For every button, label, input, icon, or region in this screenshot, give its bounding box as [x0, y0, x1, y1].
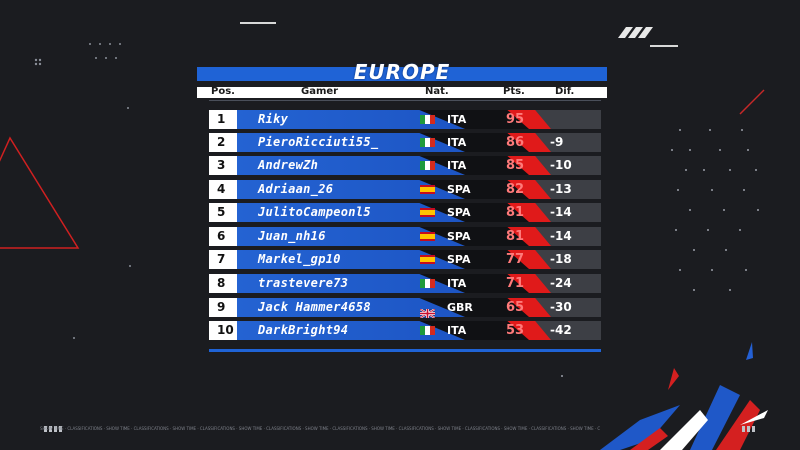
difference: -14	[550, 205, 572, 219]
nationality: GBR	[447, 301, 473, 314]
name-cell	[237, 180, 465, 199]
gamer-name: Adriaan_26	[258, 182, 334, 196]
gamer-name: Markel_gp10	[258, 252, 341, 266]
name-cell	[237, 298, 465, 317]
name-cell	[237, 250, 465, 269]
gamer-name: JulitoCampeonl5	[258, 205, 371, 219]
difference: -9	[550, 135, 564, 149]
nationality: ITA	[447, 277, 467, 290]
nationality: SPA	[447, 230, 471, 243]
dot-grid-left	[34, 43, 131, 339]
table-row: 9 Jack Hammer4658 GBR 65 -30	[209, 298, 601, 319]
gamer-name: DarkBright94	[258, 323, 349, 337]
red-diagonal-line	[739, 89, 765, 115]
gamer-name: PieroRicciuti55_	[258, 135, 379, 149]
nationality: ITA	[447, 159, 467, 172]
difference: -24	[550, 276, 572, 290]
position: 7	[209, 250, 237, 269]
flag-icon	[420, 255, 435, 264]
name-cell	[237, 274, 465, 293]
points: 85	[505, 158, 525, 173]
nationality: SPA	[447, 253, 471, 266]
bottom-right-shards	[600, 342, 768, 450]
difference: -14	[550, 229, 572, 243]
position: 5	[209, 203, 237, 222]
table-bottom-line	[209, 349, 601, 352]
header-gamer: Gamer	[301, 86, 339, 97]
flag-icon	[420, 138, 435, 147]
name-cell	[237, 156, 465, 175]
table-row: 1 Riky ITA 95	[209, 110, 601, 129]
name-cell	[237, 321, 465, 340]
table-row: 2 PieroRicciuti55_ ITA 86 -9	[209, 133, 601, 152]
difference: -42	[550, 323, 572, 337]
table-row: 8 trastevere73 ITA 71 -24	[209, 274, 601, 293]
table-row: 5 JulitoCampeonl5 SPA 81 -14	[209, 203, 601, 222]
name-cell	[237, 227, 465, 246]
ticker-marks	[44, 426, 755, 432]
table-row: 10 DarkBright94 ITA 53 -42	[209, 321, 601, 340]
gamer-name: AndrewZh	[258, 158, 319, 172]
name-cell	[237, 110, 465, 129]
dot-grid-right	[561, 129, 759, 377]
position: 3	[209, 156, 237, 175]
points: 95	[505, 112, 525, 127]
position: 9	[209, 298, 237, 317]
flag-icon	[420, 326, 435, 335]
flag-icon	[420, 185, 435, 194]
table-row: 7 Markel_gp10 SPA 77 -18	[209, 250, 601, 269]
points: 82	[505, 182, 525, 197]
header-divider	[209, 100, 601, 101]
table-row: 3 AndrewZh ITA 85 -10	[209, 156, 601, 175]
nationality: ITA	[447, 324, 467, 337]
flag-icon	[420, 208, 435, 217]
difference: -13	[550, 182, 572, 196]
points: 53	[505, 323, 525, 338]
position: 10	[209, 321, 237, 340]
header-dif: Dif.	[555, 86, 575, 97]
position: 6	[209, 227, 237, 246]
flag-icon	[420, 232, 435, 241]
gamer-name: Juan_nh16	[258, 229, 326, 243]
points: 65	[505, 300, 525, 315]
table-row: 4 Adriaan_26 SPA 82 -13	[209, 180, 601, 199]
points: 77	[505, 252, 525, 267]
header-strip	[197, 87, 607, 98]
name-cell	[237, 133, 465, 152]
gamer-name: Jack Hammer4658	[258, 300, 371, 314]
position: 8	[209, 274, 237, 293]
gamer-name: trastevere73	[258, 276, 349, 290]
nationality: ITA	[447, 136, 467, 149]
difference: -18	[550, 252, 572, 266]
points: 81	[505, 229, 525, 244]
nationality: SPA	[447, 183, 471, 196]
flag-icon	[420, 115, 435, 124]
title-bar	[197, 67, 607, 81]
slash-decor	[618, 27, 653, 38]
points: 71	[505, 276, 525, 291]
position: 2	[209, 133, 237, 152]
header-pos: Pos.	[211, 86, 235, 97]
position: 1	[209, 110, 237, 129]
flag-icon	[420, 161, 435, 170]
table-row: 6 Juan_nh16 SPA 81 -14	[209, 227, 601, 246]
difference: -10	[550, 158, 572, 172]
flag-icon	[420, 279, 435, 288]
difference: -30	[550, 300, 572, 314]
nationality: ITA	[447, 113, 467, 126]
points: 81	[505, 205, 525, 220]
bottom-ticker: SHOW TIME · CLASSIFICATIONS · SHOW TIME …	[40, 426, 600, 431]
position: 4	[209, 180, 237, 199]
nationality: SPA	[447, 206, 471, 219]
red-triangle-outline	[0, 136, 80, 249]
name-cell	[237, 203, 465, 222]
header-pts: Pts.	[503, 86, 525, 97]
points: 86	[505, 135, 525, 150]
flag-icon	[419, 303, 436, 319]
header-nat: Nat.	[425, 86, 449, 97]
gamer-name: Riky	[258, 112, 289, 126]
page-title: EUROPE	[353, 60, 451, 84]
